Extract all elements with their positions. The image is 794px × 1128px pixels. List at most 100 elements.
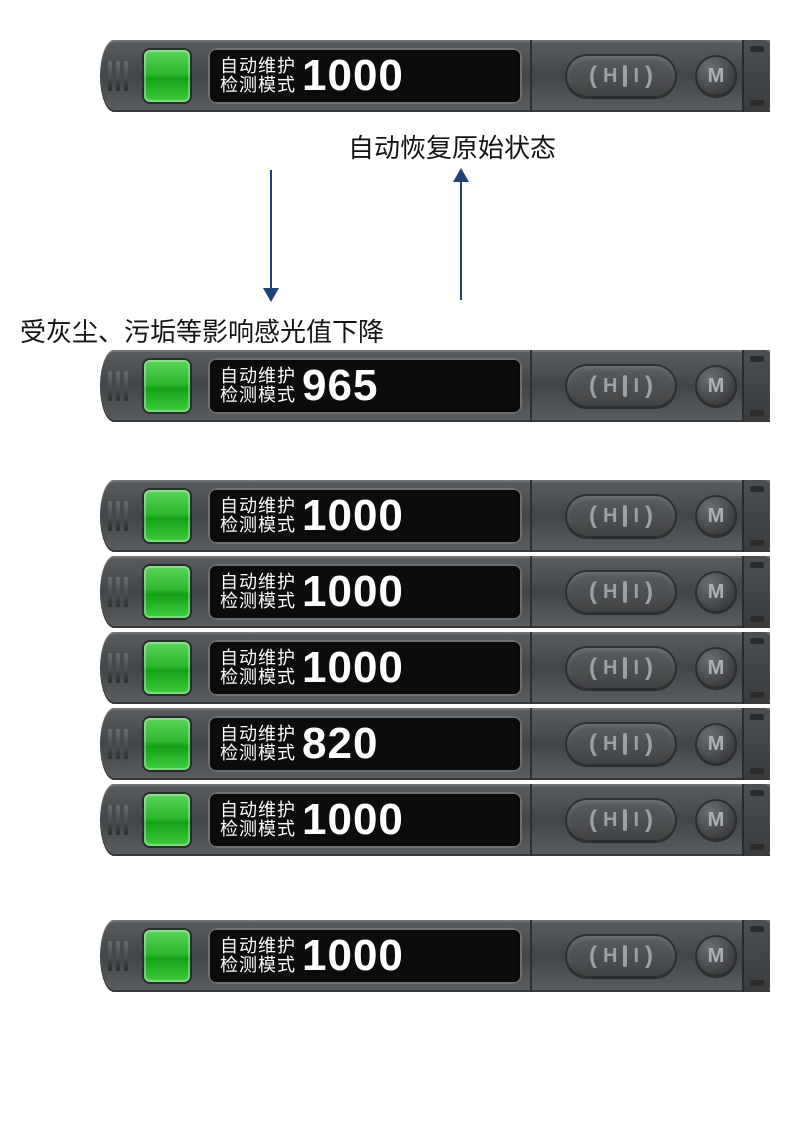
device-screen-area: 自动维护 检测模式 1000 xyxy=(200,556,530,628)
device-right: (HI) M xyxy=(530,708,770,780)
rocker-switch[interactable]: (HI) xyxy=(565,934,677,978)
mode-button[interactable]: M xyxy=(695,799,737,841)
power-button[interactable] xyxy=(144,794,190,846)
device-7: 自动维护 检测模式 1000 (HI) M xyxy=(100,920,770,992)
screen-value: 1000 xyxy=(302,931,514,981)
device-screen-area: 自动维护 检测模式 965 xyxy=(200,350,530,422)
device-2: 自动维护 检测模式 1000 (HI) M xyxy=(100,480,770,552)
device-right: (HI) M xyxy=(530,920,770,992)
device-left xyxy=(100,556,200,628)
grip-icon xyxy=(108,501,128,531)
screen-line2: 检测模式 xyxy=(220,820,296,839)
device-screen-area: 自动维护 检测模式 1000 xyxy=(200,40,530,112)
rocker-switch[interactable]: (HI) xyxy=(565,54,677,98)
grip-icon xyxy=(108,653,128,683)
power-button[interactable] xyxy=(144,718,190,770)
screen-line1: 自动维护 xyxy=(220,649,296,668)
grip-icon xyxy=(108,805,128,835)
lcd-screen: 自动维护 检测模式 1000 xyxy=(208,564,522,620)
lcd-screen: 自动维护 检测模式 1000 xyxy=(208,488,522,544)
mode-button[interactable]: M xyxy=(695,365,737,407)
end-cap xyxy=(742,40,770,112)
mode-button[interactable]: M xyxy=(695,647,737,689)
mode-button[interactable]: M xyxy=(695,723,737,765)
caption-restore: 自动恢复原始状态 xyxy=(348,128,556,165)
rocker-switch[interactable]: (HI) xyxy=(565,798,677,842)
rocker-switch[interactable]: (HI) xyxy=(565,722,677,766)
screen-value: 1000 xyxy=(302,567,514,617)
screen-line2: 检测模式 xyxy=(220,592,296,611)
device-screen-area: 自动维护 检测模式 1000 xyxy=(200,632,530,704)
device-left xyxy=(100,480,200,552)
lcd-screen: 自动维护 检测模式 1000 xyxy=(208,792,522,848)
rocker-switch[interactable]: (HI) xyxy=(565,494,677,538)
end-cap xyxy=(742,632,770,704)
device-left xyxy=(100,708,200,780)
grip-icon xyxy=(108,941,128,971)
mode-button[interactable]: M xyxy=(695,935,737,977)
power-button[interactable] xyxy=(144,50,190,102)
mode-button[interactable]: M xyxy=(695,55,737,97)
screen-line2: 检测模式 xyxy=(220,516,296,535)
screen-value: 820 xyxy=(302,719,514,769)
screen-line1: 自动维护 xyxy=(220,57,296,76)
screen-line2: 检测模式 xyxy=(220,386,296,405)
device-4: 自动维护 检测模式 1000 (HI) M xyxy=(100,632,770,704)
power-button[interactable] xyxy=(144,642,190,694)
device-6: 自动维护 检测模式 1000 (HI) M xyxy=(100,784,770,856)
rocker-switch[interactable]: (HI) xyxy=(565,646,677,690)
screen-value: 1000 xyxy=(302,51,514,101)
lcd-screen: 自动维护 检测模式 965 xyxy=(208,358,522,414)
arrow-up xyxy=(460,170,462,300)
device-right: (HI) M xyxy=(530,480,770,552)
screen-line2: 检测模式 xyxy=(220,744,296,763)
lcd-screen: 自动维护 检测模式 1000 xyxy=(208,928,522,984)
device-1: 自动维护 检测模式 965 (HI) M xyxy=(100,350,770,422)
lcd-screen: 自动维护 检测模式 820 xyxy=(208,716,522,772)
screen-line1: 自动维护 xyxy=(220,937,296,956)
rocker-switch[interactable]: (HI) xyxy=(565,570,677,614)
diagram-canvas: 自动恢复原始状态 受灰尘、污垢等影响感光值下降 自动维护 检测模式 1000 (… xyxy=(0,0,794,1128)
grip-icon xyxy=(108,61,128,91)
device-right: (HI) M xyxy=(530,40,770,112)
lcd-screen: 自动维护 检测模式 1000 xyxy=(208,48,522,104)
device-screen-area: 自动维护 检测模式 1000 xyxy=(200,920,530,992)
end-cap xyxy=(742,920,770,992)
power-button[interactable] xyxy=(144,360,190,412)
screen-line1: 自动维护 xyxy=(220,801,296,820)
device-3: 自动维护 检测模式 1000 (HI) M xyxy=(100,556,770,628)
screen-value: 1000 xyxy=(302,795,514,845)
device-screen-area: 自动维护 检测模式 820 xyxy=(200,708,530,780)
screen-value: 1000 xyxy=(302,643,514,693)
end-cap xyxy=(742,784,770,856)
screen-value: 965 xyxy=(302,361,514,411)
device-left xyxy=(100,632,200,704)
device-right: (HI) M xyxy=(530,784,770,856)
mode-button[interactable]: M xyxy=(695,571,737,613)
device-left xyxy=(100,40,200,112)
power-button[interactable] xyxy=(144,930,190,982)
device-right: (HI) M xyxy=(530,556,770,628)
end-cap xyxy=(742,480,770,552)
screen-line1: 自动维护 xyxy=(220,573,296,592)
end-cap xyxy=(742,350,770,422)
grip-icon xyxy=(108,577,128,607)
device-screen-area: 自动维护 检测模式 1000 xyxy=(200,784,530,856)
device-0: 自动维护 检测模式 1000 (HI) M xyxy=(100,40,770,112)
screen-line2: 检测模式 xyxy=(220,956,296,975)
screen-value: 1000 xyxy=(302,491,514,541)
device-left xyxy=(100,784,200,856)
device-left xyxy=(100,920,200,992)
power-button[interactable] xyxy=(144,566,190,618)
screen-line1: 自动维护 xyxy=(220,497,296,516)
rocker-switch[interactable]: (HI) xyxy=(565,364,677,408)
screen-line2: 检测模式 xyxy=(220,76,296,95)
end-cap xyxy=(742,708,770,780)
arrow-down xyxy=(270,170,272,300)
mode-button[interactable]: M xyxy=(695,495,737,537)
device-right: (HI) M xyxy=(530,632,770,704)
end-cap xyxy=(742,556,770,628)
power-button[interactable] xyxy=(144,490,190,542)
device-5: 自动维护 检测模式 820 (HI) M xyxy=(100,708,770,780)
device-screen-area: 自动维护 检测模式 1000 xyxy=(200,480,530,552)
